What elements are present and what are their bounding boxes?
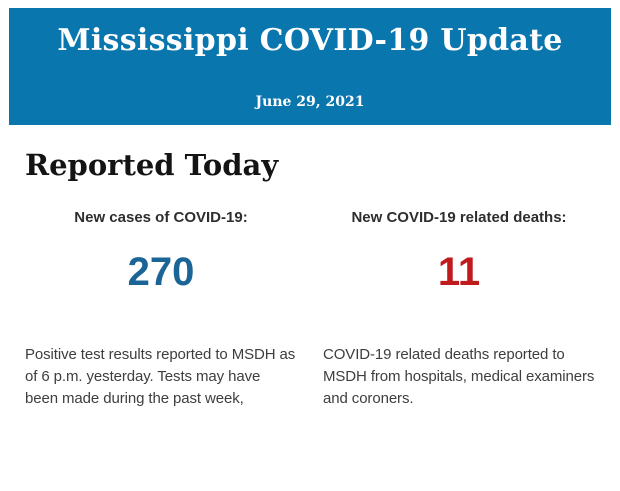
new-deaths-value: 11 [437, 250, 481, 294]
new-cases-label: New cases of COVID-19: [74, 209, 248, 226]
main-content: Reported Today New cases of COVID-19: 27… [0, 146, 620, 425]
stat-new-cases: New cases of COVID-19: 270 Positive test… [25, 208, 297, 425]
new-deaths-label: New COVID-19 related deaths: [351, 209, 567, 226]
new-cases-description: Positive test results reported to MSDH a… [25, 346, 296, 407]
stats-columns: New cases of COVID-19: 270 Positive test… [25, 208, 595, 425]
stat-new-deaths: New COVID-19 related deaths: 11 COVID-19… [323, 208, 595, 425]
section-heading: Reported Today [25, 148, 279, 182]
new-cases-value: 270 [127, 250, 195, 294]
page-title: Mississippi COVID-19 Update [57, 23, 563, 58]
new-deaths-description: COVID-19 related deaths reported to MSDH… [323, 346, 595, 407]
header-banner: Mississippi COVID-19 Update June 29, 202… [9, 8, 611, 125]
report-date: June 29, 2021 [255, 94, 365, 111]
